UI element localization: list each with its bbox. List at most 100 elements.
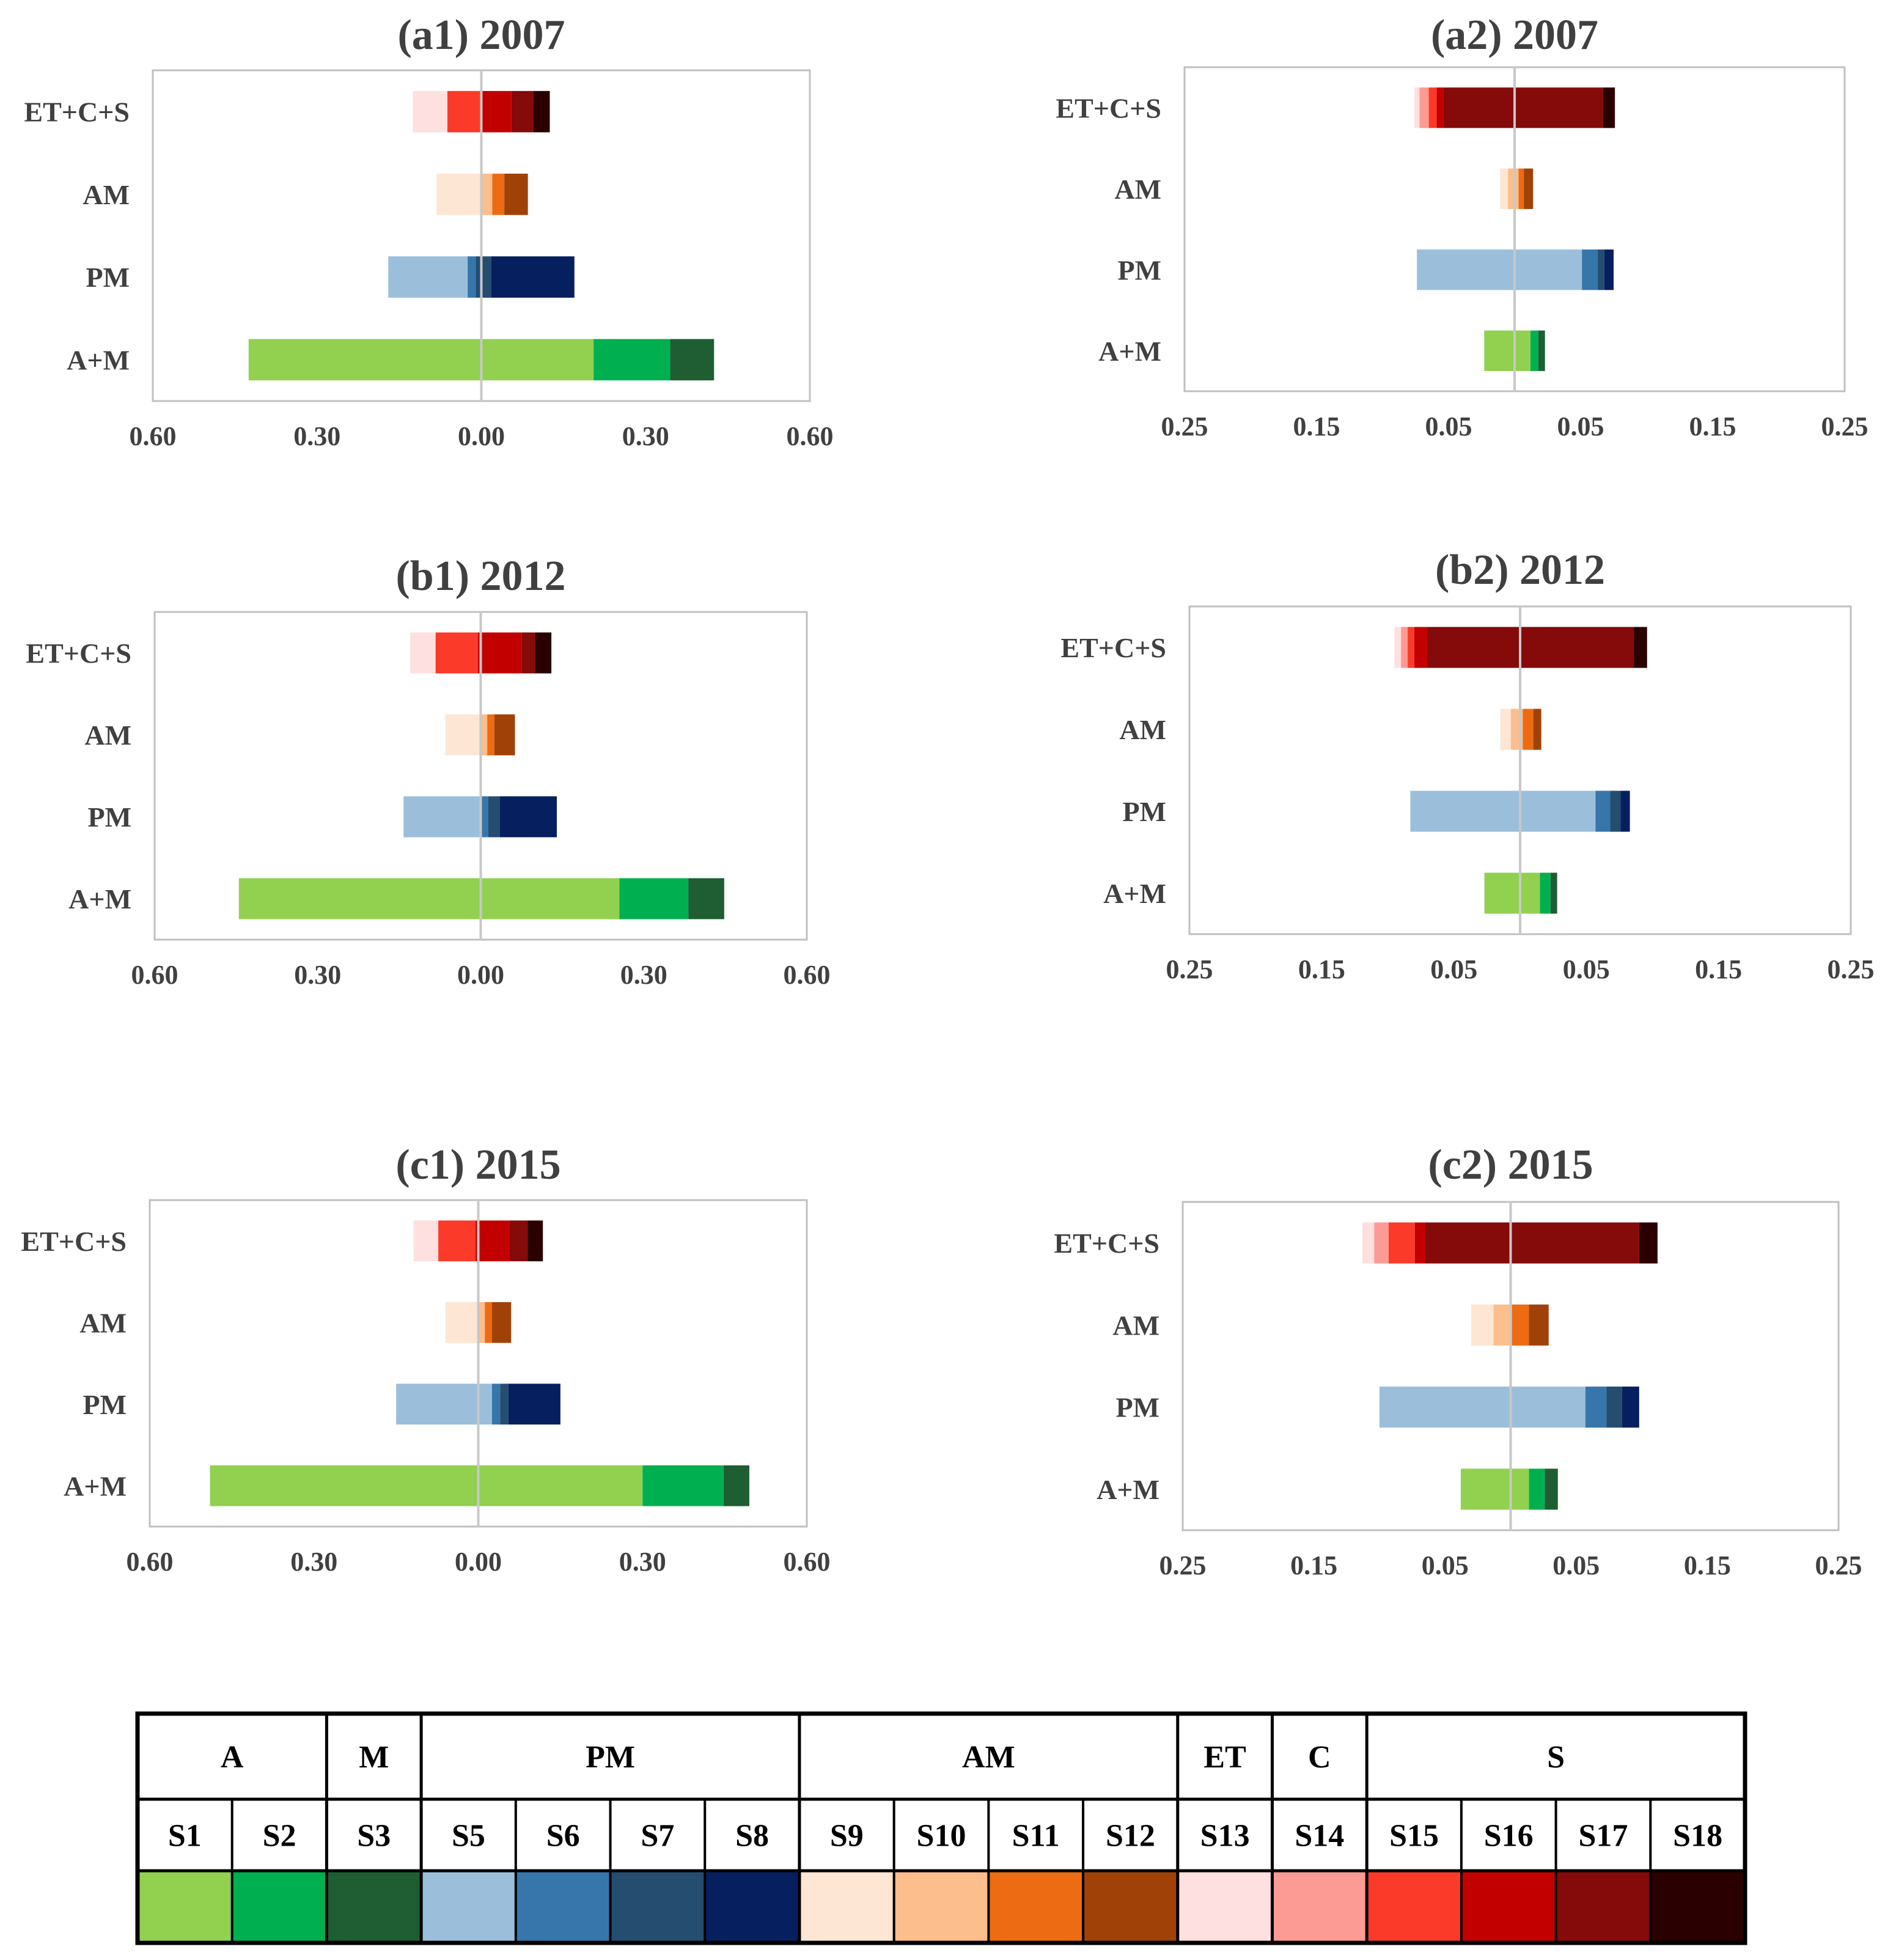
bar-segment-s11: [487, 714, 494, 756]
legend-group-label: C: [1308, 1740, 1331, 1775]
legend-swatch-s10: [894, 1871, 989, 1943]
bar-segment-s15: [1428, 87, 1437, 128]
category-label: ET+C+S: [24, 97, 130, 128]
bar-segment-s15: [447, 90, 482, 133]
bar-segment-s17: [521, 632, 535, 674]
bar-a-m: [1460, 1468, 1558, 1510]
x-tick-label: 0.30: [293, 421, 340, 451]
bar-segment-s17: [1443, 87, 1603, 128]
category-label: PM: [1117, 254, 1161, 286]
chart-title: (b1) 2012: [395, 553, 565, 600]
category-label: PM: [1115, 1392, 1159, 1423]
legend-source-label: S15: [1389, 1819, 1439, 1854]
category-label: PM: [83, 1389, 127, 1420]
bar-segment-s10: [478, 1302, 485, 1343]
chart-title: (a1) 2007: [397, 12, 565, 59]
legend-source-label: S11: [1012, 1819, 1060, 1854]
bar-segment-s10: [1493, 1304, 1512, 1346]
legend-source-label: S13: [1200, 1819, 1250, 1854]
chart-title: (a2) 2007: [1431, 12, 1598, 59]
x-tick-label: 0.00: [455, 1547, 502, 1577]
bar-et-c-s: [1362, 1222, 1658, 1264]
bar-segment-s3: [670, 339, 715, 381]
bar-segment-s7: [488, 796, 500, 838]
bar-segment-s17: [1425, 1222, 1639, 1264]
bar-et-c-s: [1394, 627, 1647, 668]
bar-segment-s13: [1362, 1222, 1375, 1264]
category-label: A+M: [1098, 336, 1161, 367]
bar-segment-s3: [688, 878, 724, 919]
bar-segment-s18: [535, 632, 552, 674]
bar-a-m: [1484, 872, 1557, 914]
x-tick-label: 0.25: [1815, 1550, 1862, 1580]
bar-segment-s3: [723, 1465, 749, 1506]
x-tick-label: 0.30: [620, 960, 667, 990]
bar-segment-s10: [481, 174, 493, 215]
category-label: AM: [1119, 714, 1166, 745]
category-label: PM: [86, 262, 130, 293]
bar-segment-s13: [413, 90, 447, 133]
x-tick-label: 0.30: [619, 1547, 666, 1577]
bar-segment-s18: [1603, 87, 1615, 128]
legend-swatch-s7: [610, 1871, 705, 1943]
legend-swatch-s5: [421, 1871, 516, 1943]
chart-panel-c1: (c1) 2015 ET+C+S AM PM A+M 0.60 0.30 0.00 0.30 0.…: [21, 1141, 830, 1577]
bar-segment-s18: [527, 1220, 543, 1262]
x-tick-label: 0.05: [1430, 954, 1477, 984]
x-tick-label: 0.15: [1290, 1550, 1337, 1580]
bar-segment-s7: [1606, 1387, 1622, 1428]
bar-a-m: [210, 1465, 749, 1506]
bar-segment-s2: [619, 878, 689, 919]
bar-segment-s14: [1374, 1222, 1389, 1264]
bar-segment-s1: [1484, 872, 1540, 914]
bar-segment-s11: [1523, 709, 1534, 750]
bar-segment-s1: [238, 878, 620, 919]
legend-swatch-s12: [1083, 1871, 1178, 1943]
bar-segment-s7: [1598, 249, 1604, 290]
bar-et-c-s: [410, 632, 552, 674]
x-tick-label: 0.15: [1695, 954, 1742, 984]
category-label: ET+C+S: [21, 1226, 127, 1257]
bar-segment-s1: [1484, 330, 1530, 371]
bar-a-m: [248, 339, 715, 381]
chart-panel-a1: (a1) 2007 ET+C+S AM PM A+M 0.60 0.30 0.00 0.30 0.…: [24, 12, 833, 451]
bar-segment-s8: [1622, 1387, 1639, 1428]
bar-segment-s14: [1401, 627, 1408, 668]
bar-segment-s15: [1408, 627, 1414, 668]
x-tick-label: 0.15: [1689, 411, 1736, 441]
bar-segment-s2: [1540, 872, 1551, 914]
chart-title: (c2) 2015: [1428, 1141, 1593, 1188]
bar-segment-s1: [1460, 1468, 1529, 1510]
category-label: ET+C+S: [1056, 92, 1161, 123]
bar-pm: [396, 1383, 560, 1425]
x-tick-label: 0.05: [1557, 411, 1604, 441]
x-tick-label: 0.60: [131, 960, 178, 990]
x-tick-label: 0.15: [1684, 1550, 1731, 1580]
legend-source-label: S3: [357, 1819, 391, 1854]
bar-am: [1500, 168, 1534, 209]
legend-swatch-s15: [1367, 1871, 1461, 1943]
legend-swatch-s11: [988, 1871, 1084, 1943]
bar-segment-s16: [1414, 627, 1428, 668]
x-tick-label: 0.25: [1828, 954, 1875, 984]
bar-et-c-s: [413, 1220, 543, 1262]
bar-segment-s6: [1585, 1387, 1607, 1428]
legend-group-label: S: [1547, 1740, 1565, 1775]
bar-segment-s9: [1500, 709, 1511, 750]
legend-source-label: S12: [1106, 1819, 1155, 1854]
category-label: AM: [1112, 1310, 1159, 1341]
legend-source-label: S16: [1484, 1819, 1534, 1854]
bar-segment-s8: [491, 256, 575, 298]
category-label: ET+C+S: [1054, 1228, 1159, 1259]
bar-segment-s13: [413, 1220, 439, 1262]
x-tick-label: 0.05: [1563, 954, 1610, 984]
legend-source-label: S14: [1295, 1819, 1344, 1854]
bar-segment-s16: [476, 1220, 510, 1262]
bar-segment-s7: [500, 1383, 509, 1425]
bar-am: [436, 174, 528, 215]
bar-segment-s3: [1545, 1468, 1558, 1510]
chart-title: (c1) 2015: [395, 1141, 560, 1188]
bar-a-m: [1484, 330, 1545, 371]
bar-am: [445, 1302, 512, 1343]
